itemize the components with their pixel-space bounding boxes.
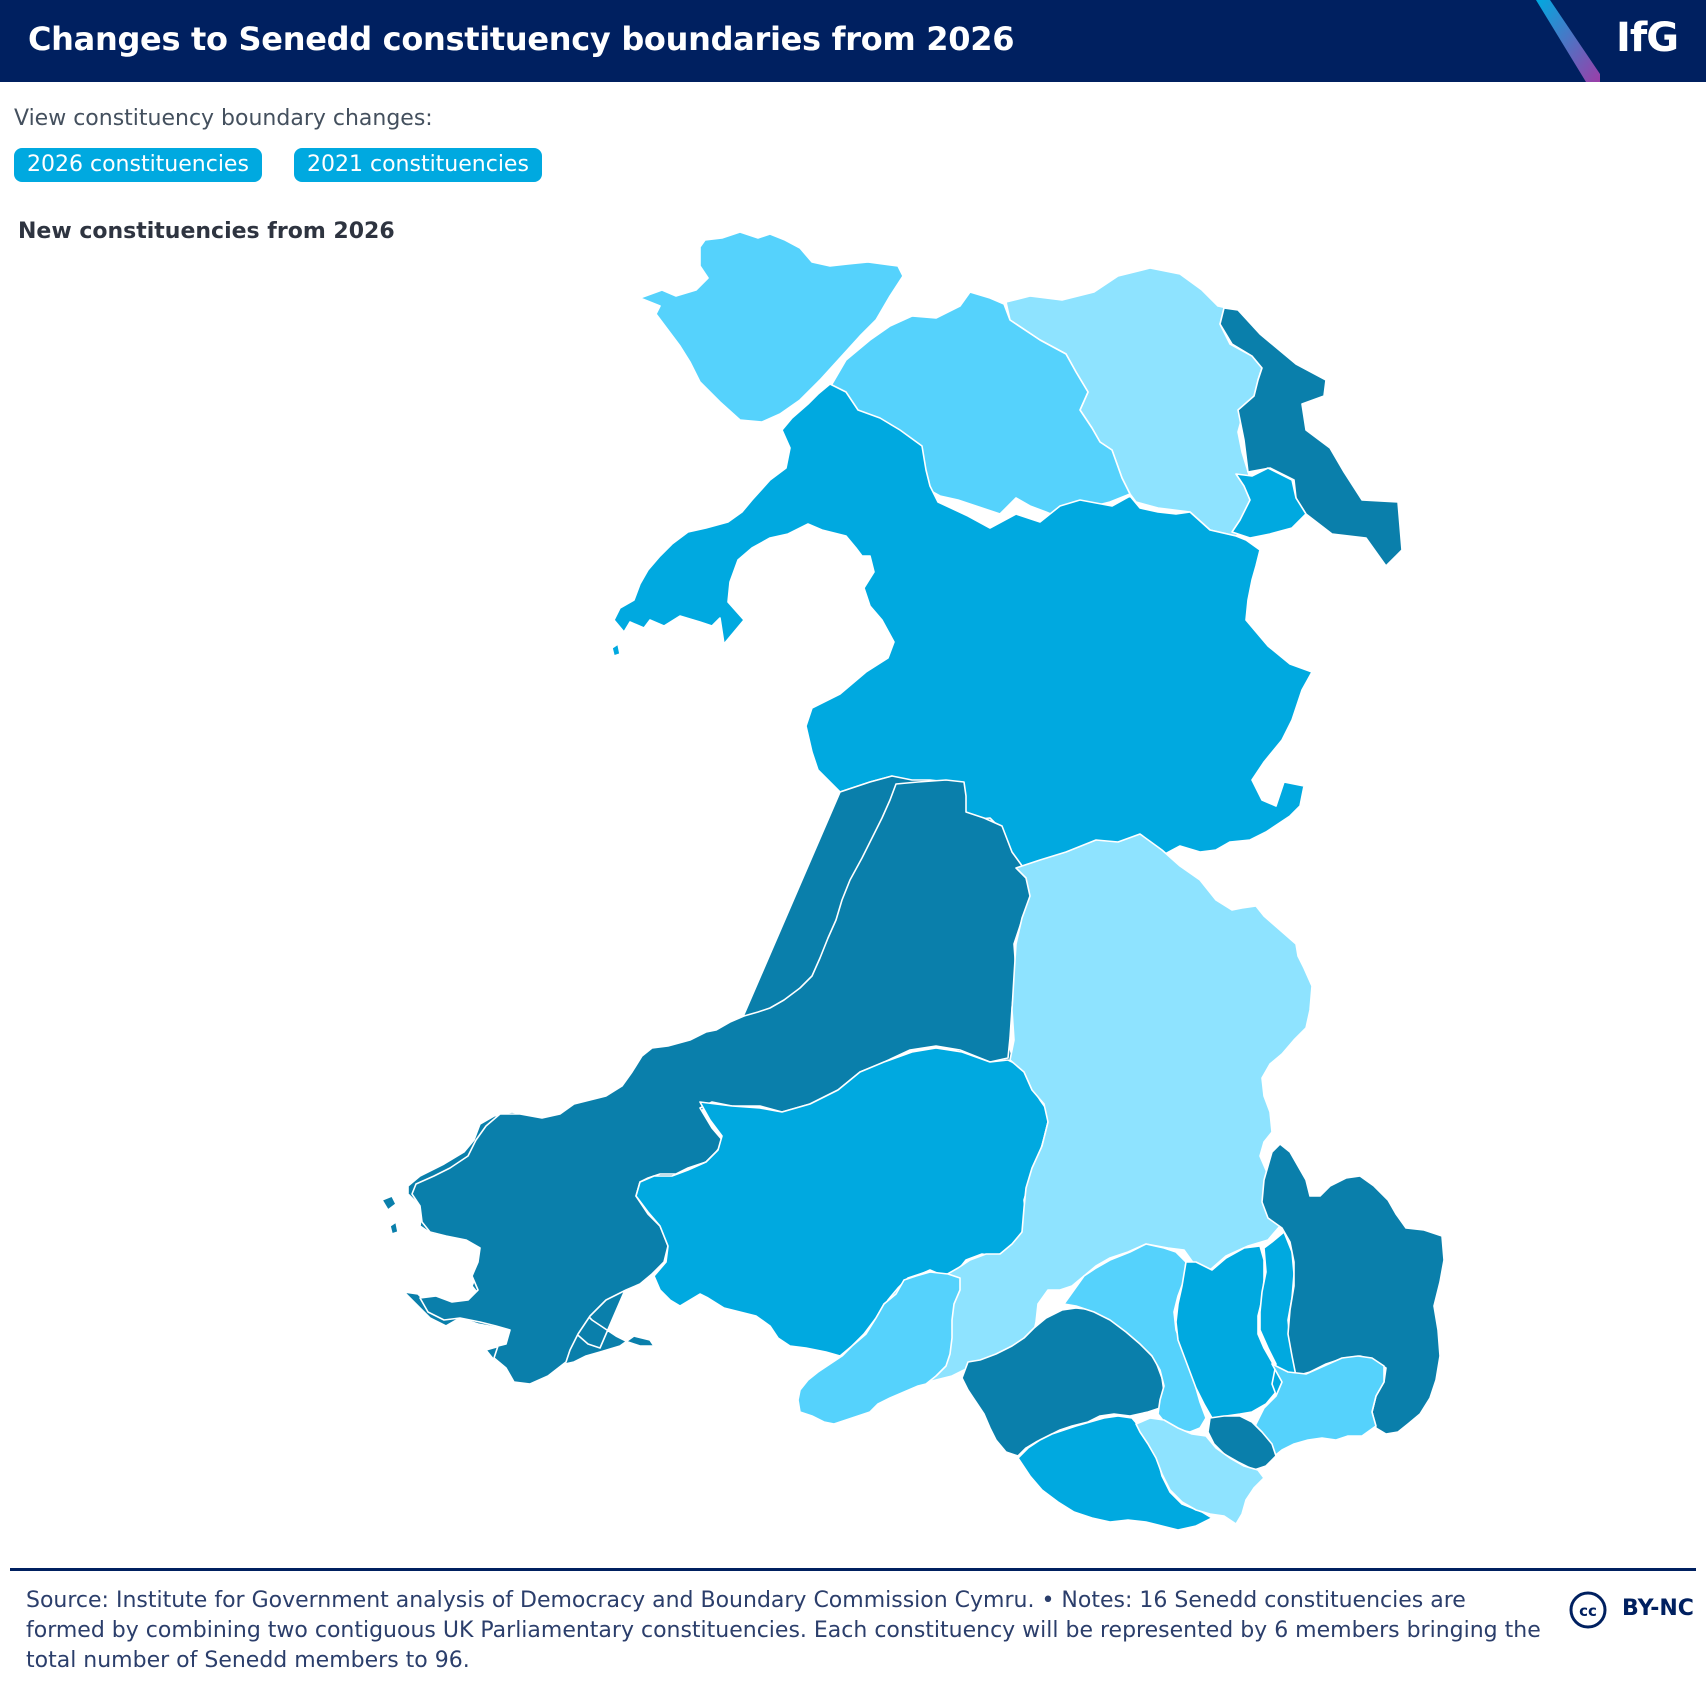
source-notes: Source: Institute for Government analysi… [26,1588,1541,1673]
island-ramsey [389,1221,399,1235]
toggle-2026-constituencies-button[interactable]: 2026 constituencies [14,148,262,182]
logo-stripe-icon [1536,0,1600,82]
constituency-ceredigion-preseli[interactable] [411,779,1033,1385]
constituency-gower-swansea[interactable] [797,1271,961,1425]
view-changes-label: View constituency boundary changes: [14,106,433,131]
license-label: BY-NC [1622,1596,1694,1621]
island-bardsey [611,643,621,657]
header-bar: Changes to Senedd constituency boundarie… [0,0,1706,82]
creative-commons-icon: cc [1569,1591,1607,1629]
constituency-alyn-deeside-wrexham[interactable] [1219,307,1403,567]
toggle-2021-constituencies-button[interactable]: 2021 constituencies [294,148,542,182]
ifg-logo: IfG [1616,15,1679,61]
constituency-brecon-radnor[interactable] [851,833,1313,1389]
svg-text:cc: cc [1579,1602,1597,1620]
constituency-vale-of-glamorgan[interactable] [1135,1417,1265,1525]
constituency-cardiff-central[interactable] [1207,1415,1277,1471]
map-subtitle: New constituencies from 2026 [18,219,395,244]
island-skomer [381,1195,397,1211]
constituency-bridgend-vale[interactable] [1017,1415,1213,1531]
wales-constituency-map [381,231,1445,1531]
constituency-neath-swansea-east[interactable] [961,1307,1165,1457]
footer-divider [10,1568,1696,1571]
constituency-wrexham-part[interactable] [1231,467,1307,539]
constituency-monmouth-newport[interactable] [1261,1143,1445,1435]
page-title: Changes to Senedd constituency boundarie… [28,20,1015,58]
constituency-anglesey[interactable] [639,231,904,423]
constituency-rhondda-pontypridd[interactable] [1063,1243,1207,1433]
